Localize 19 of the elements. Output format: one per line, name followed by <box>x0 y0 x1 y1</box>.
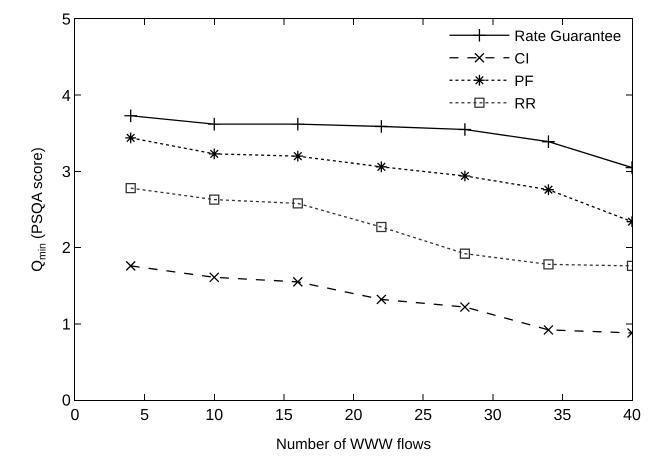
x-tick-label: 25 <box>414 407 432 424</box>
x-tick-label: 30 <box>484 407 502 424</box>
y-tick-label: 3 <box>62 164 71 181</box>
legend-label: RR <box>514 96 536 113</box>
legend-label: PF <box>514 73 534 90</box>
y-tick-label: 4 <box>62 88 71 105</box>
x-tick-label: 20 <box>344 407 362 424</box>
x-tick-label: 15 <box>274 407 293 424</box>
x-tick-label: 5 <box>140 407 150 424</box>
y-tick-label: 5 <box>62 12 71 29</box>
y-tick-label: 0 <box>62 392 71 410</box>
x-tick-label: 35 <box>553 407 572 424</box>
x-axis-title: Number of WWW flows <box>276 436 432 454</box>
x-tick-label: 40 <box>623 407 641 424</box>
y-tick-label: 1 <box>62 316 71 334</box>
x-tick-label: 10 <box>205 407 224 424</box>
y-tick-label: 2 <box>62 240 71 258</box>
legend-label: Rate Guarantee <box>514 28 622 46</box>
legend-label: CI <box>514 50 530 68</box>
